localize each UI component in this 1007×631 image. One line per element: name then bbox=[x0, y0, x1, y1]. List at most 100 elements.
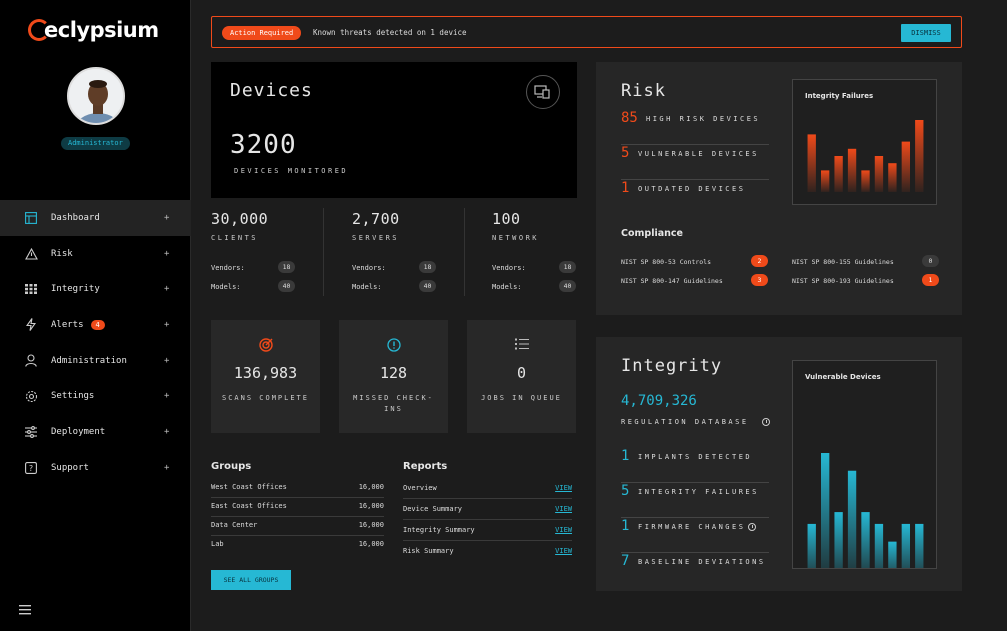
bar-chart-svg bbox=[807, 120, 924, 192]
integrity-metric-row[interactable]: 7 BASELINE DEVIATIONS bbox=[621, 553, 769, 588]
chart-bar bbox=[901, 523, 911, 568]
compliance-heading: Compliance bbox=[621, 228, 683, 239]
device-type-servers[interactable]: 2,700 SERVERS Vendors: 18 Models: 40 bbox=[352, 210, 472, 300]
vendors-label: Vendors: bbox=[211, 264, 245, 272]
risk-metric-row[interactable]: 1 OUTDATED DEVICES bbox=[621, 180, 769, 215]
risk-metric-value: 5 bbox=[621, 145, 630, 161]
jobs-in-queue-tile[interactable]: 0 JOBS IN QUEUE bbox=[467, 320, 576, 433]
expand-icon[interactable]: + bbox=[164, 248, 170, 259]
sidebar-item-label: Settings bbox=[51, 391, 95, 402]
chart-bar bbox=[834, 512, 843, 568]
view-report-link[interactable]: VIEW bbox=[555, 526, 572, 534]
sidebar-item-alerts[interactable]: Alerts 4 + bbox=[0, 307, 191, 343]
warning-icon bbox=[24, 247, 38, 261]
expand-icon[interactable]: + bbox=[164, 319, 170, 330]
risk-metric-label: VULNERABLE DEVICES bbox=[638, 150, 759, 158]
integrity-metric-value: 5 bbox=[621, 483, 630, 499]
integrity-metric-row[interactable]: 1 IMPLANTS DETECTED bbox=[621, 448, 769, 483]
models-count: 40 bbox=[559, 280, 576, 292]
chart-bar bbox=[807, 523, 816, 568]
dismiss-button[interactable]: DISMISS bbox=[901, 24, 951, 42]
see-all-groups-button[interactable]: SEE ALL GROUPS bbox=[211, 570, 291, 590]
view-report-link[interactable]: VIEW bbox=[555, 547, 572, 555]
compliance-item[interactable]: NIST SP 800-147 Guidelines 3 bbox=[621, 274, 768, 286]
eclypsium-logo[interactable]: eclypsium bbox=[28, 18, 159, 42]
regulation-database-value: 4,709,326 bbox=[621, 393, 697, 409]
chart-bar bbox=[834, 156, 843, 192]
grid-icon bbox=[24, 282, 38, 296]
chart-bar bbox=[888, 541, 897, 568]
group-name: West Coast Offices bbox=[211, 483, 287, 491]
vulnerable-devices-chart: Vulnerable Devices bbox=[792, 360, 937, 569]
expand-icon[interactable]: + bbox=[164, 462, 170, 473]
chart-title: Integrity Failures bbox=[805, 92, 874, 100]
hamburger-menu-icon[interactable] bbox=[19, 600, 31, 619]
sidebar-item-label: Integrity bbox=[51, 284, 100, 295]
dashboard-icon bbox=[24, 211, 38, 225]
clock-icon bbox=[762, 418, 771, 426]
tile-value: 136,983 bbox=[233, 364, 298, 382]
sidebar-item-dashboard[interactable]: Dashboard + bbox=[0, 200, 191, 236]
risk-metric-row[interactable]: 85 HIGH RISK DEVICES bbox=[621, 110, 769, 145]
scans-complete-tile[interactable]: 136,983 SCANS COMPLETE bbox=[211, 320, 320, 433]
expand-icon[interactable]: + bbox=[164, 426, 170, 437]
view-report-link[interactable]: VIEW bbox=[555, 484, 572, 492]
group-row[interactable]: West Coast Offices 16,000 bbox=[211, 479, 384, 498]
compliance-item[interactable]: NIST SP 800-53 Controls 2 bbox=[621, 255, 768, 267]
user-icon bbox=[24, 354, 38, 368]
role-badge: Administrator bbox=[61, 137, 130, 150]
integrity-failures-chart: Integrity Failures bbox=[792, 79, 937, 205]
tile-value: 128 bbox=[379, 364, 408, 382]
device-type-clients[interactable]: 30,000 CLIENTS Vendors: 18 Models: 40 bbox=[211, 210, 331, 300]
integrity-metric-row[interactable]: 1 FIRMWARE CHANGES bbox=[621, 518, 769, 553]
integrity-card: Integrity 4,709,326 REGULATION DATABASE … bbox=[596, 337, 962, 591]
help-icon: ? bbox=[24, 461, 38, 475]
sidebar-item-support[interactable]: ? Support + bbox=[0, 450, 191, 486]
missed-check-ins-tile[interactable]: 128 MISSED CHECK-INS bbox=[339, 320, 448, 433]
models-label: Models: bbox=[352, 283, 382, 291]
compliance-item[interactable]: NIST SP 800-155 Guidelines 0 bbox=[792, 255, 939, 267]
sidebar-item-deployment[interactable]: Deployment + bbox=[0, 414, 191, 450]
device-type-label: CLIENTS bbox=[211, 234, 259, 242]
group-row[interactable]: Lab 16,000 bbox=[211, 536, 384, 555]
compliance-count-badge: 2 bbox=[751, 255, 768, 267]
report-row: Integrity Summary VIEW bbox=[403, 520, 572, 541]
tile-value: 0 bbox=[516, 364, 527, 382]
chart-bar bbox=[901, 141, 911, 192]
expand-icon[interactable]: + bbox=[164, 355, 170, 366]
sidebar-item-integrity[interactable]: Integrity + bbox=[0, 271, 191, 307]
group-row[interactable]: East Coast Offices 16,000 bbox=[211, 498, 384, 517]
sidebar-item-settings[interactable]: Settings + bbox=[0, 378, 191, 414]
bar-chart-svg bbox=[807, 453, 924, 568]
alert-banner: Action Required Known threats detected o… bbox=[211, 16, 962, 48]
group-name: East Coast Offices bbox=[211, 502, 287, 510]
compliance-count-badge: 0 bbox=[922, 255, 939, 267]
clock-icon bbox=[748, 523, 756, 531]
expand-icon[interactable]: + bbox=[164, 212, 170, 223]
risk-metric-label: HIGH RISK DEVICES bbox=[646, 115, 761, 123]
models-label: Models: bbox=[492, 283, 522, 291]
view-report-link[interactable]: VIEW bbox=[555, 505, 572, 513]
risk-metric-row[interactable]: 5 VULNERABLE DEVICES bbox=[621, 145, 769, 180]
report-row: Device Summary VIEW bbox=[403, 499, 572, 520]
sidebar-item-risk[interactable]: Risk + bbox=[0, 236, 191, 272]
compliance-item[interactable]: NIST SP 800-193 Guidelines 1 bbox=[792, 274, 939, 286]
integrity-metric-row[interactable]: 5 INTEGRITY FAILURES bbox=[621, 483, 769, 518]
report-row: Risk Summary VIEW bbox=[403, 541, 572, 562]
devices-icon[interactable] bbox=[526, 75, 560, 109]
chart-bar bbox=[861, 512, 870, 568]
gear-icon bbox=[24, 389, 38, 403]
expand-icon[interactable]: + bbox=[164, 391, 170, 402]
chart-title: Vulnerable Devices bbox=[805, 373, 881, 381]
sidebar-item-administration[interactable]: Administration + bbox=[0, 343, 191, 379]
group-count: 16,000 bbox=[358, 502, 384, 510]
integrity-metric-label: FIRMWARE CHANGES bbox=[638, 523, 746, 531]
device-type-network[interactable]: 100 NETWORK Vendors: 18 Models: 40 bbox=[492, 210, 612, 300]
expand-icon[interactable]: + bbox=[164, 284, 170, 295]
avatar[interactable] bbox=[67, 67, 125, 125]
integrity-metric-value: 1 bbox=[621, 448, 630, 464]
devices-card[interactable]: Devices 3200 DEVICES MONITORED bbox=[211, 62, 577, 198]
group-row[interactable]: Data Center 16,000 bbox=[211, 517, 384, 536]
sidebar-item-label: Dashboard bbox=[51, 212, 100, 223]
chart-bar bbox=[888, 163, 897, 192]
